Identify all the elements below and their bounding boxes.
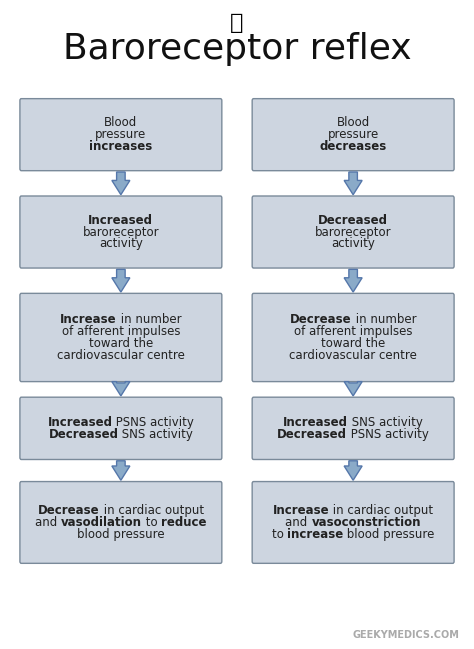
- Text: 🧠: 🧠: [230, 13, 244, 32]
- Text: Increased: Increased: [88, 214, 154, 227]
- Text: pressure: pressure: [95, 128, 146, 141]
- Text: vasodilation: vasodilation: [61, 516, 142, 529]
- Text: vasoconstriction: vasoconstriction: [311, 516, 421, 529]
- Text: SNS activity: SNS activity: [118, 428, 193, 441]
- Text: SNS activity: SNS activity: [348, 416, 423, 429]
- Text: Increased: Increased: [47, 416, 112, 429]
- Text: blood pressure: blood pressure: [77, 528, 164, 541]
- Text: Decreased: Decreased: [48, 428, 119, 441]
- Text: Baroreceptor reflex: Baroreceptor reflex: [63, 32, 411, 66]
- FancyBboxPatch shape: [252, 482, 454, 563]
- Polygon shape: [344, 382, 362, 396]
- Text: in cardiac output: in cardiac output: [329, 504, 434, 517]
- Text: toward the: toward the: [89, 337, 153, 350]
- Polygon shape: [344, 461, 362, 480]
- FancyBboxPatch shape: [252, 99, 454, 171]
- Polygon shape: [112, 382, 130, 396]
- Text: cardiovascular centre: cardiovascular centre: [57, 349, 185, 362]
- Text: Blood: Blood: [104, 116, 137, 129]
- Text: Increase: Increase: [60, 313, 117, 326]
- Text: to: to: [142, 516, 161, 529]
- FancyBboxPatch shape: [20, 293, 222, 382]
- Text: reduce: reduce: [161, 516, 207, 529]
- Text: and: and: [285, 516, 311, 529]
- Text: pressure: pressure: [328, 128, 379, 141]
- Text: activity: activity: [331, 238, 375, 251]
- Text: of afferent impulses: of afferent impulses: [294, 325, 412, 338]
- FancyBboxPatch shape: [20, 397, 222, 459]
- Text: Increase: Increase: [273, 504, 329, 517]
- Text: baroreceptor: baroreceptor: [82, 225, 159, 239]
- Text: baroreceptor: baroreceptor: [315, 225, 392, 239]
- Text: blood pressure: blood pressure: [343, 528, 435, 541]
- Polygon shape: [112, 172, 130, 195]
- Text: in number: in number: [117, 313, 182, 326]
- Text: of afferent impulses: of afferent impulses: [62, 325, 180, 338]
- Text: toward the: toward the: [321, 337, 385, 350]
- Polygon shape: [112, 461, 130, 480]
- Text: Decreased: Decreased: [277, 428, 347, 441]
- Text: Increased: Increased: [283, 416, 348, 429]
- Text: GEEKYMEDICS.COM: GEEKYMEDICS.COM: [353, 630, 460, 640]
- Polygon shape: [112, 269, 130, 292]
- FancyBboxPatch shape: [252, 293, 454, 382]
- Text: Decrease: Decrease: [290, 313, 352, 326]
- FancyBboxPatch shape: [20, 196, 222, 268]
- Text: Decrease: Decrease: [38, 504, 100, 517]
- Text: Blood: Blood: [337, 116, 370, 129]
- Polygon shape: [344, 172, 362, 195]
- FancyBboxPatch shape: [20, 99, 222, 171]
- FancyBboxPatch shape: [252, 397, 454, 459]
- Text: to: to: [272, 528, 287, 541]
- Text: in cardiac output: in cardiac output: [100, 504, 204, 517]
- Text: cardiovascular centre: cardiovascular centre: [289, 349, 417, 362]
- Text: in number: in number: [352, 313, 416, 326]
- Text: Decreased: Decreased: [318, 214, 388, 227]
- Text: decreases: decreases: [319, 140, 387, 153]
- Text: PSNS activity: PSNS activity: [112, 416, 194, 429]
- Text: activity: activity: [99, 238, 143, 251]
- Text: and: and: [35, 516, 61, 529]
- Text: PSNS activity: PSNS activity: [347, 428, 429, 441]
- FancyBboxPatch shape: [20, 482, 222, 563]
- Text: increases: increases: [89, 140, 153, 153]
- Text: increase: increase: [287, 528, 343, 541]
- Polygon shape: [344, 269, 362, 292]
- FancyBboxPatch shape: [252, 196, 454, 268]
